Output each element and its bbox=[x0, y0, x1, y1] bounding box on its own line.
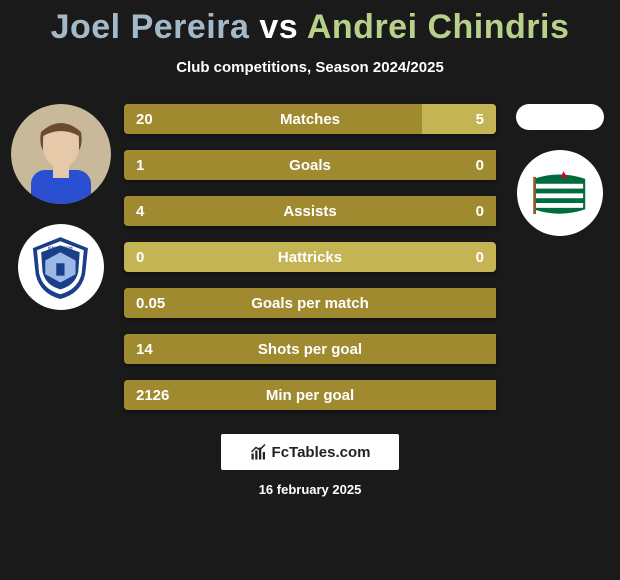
stat-row: 4 Assists 0 bbox=[124, 196, 496, 226]
svg-text:KKS LECH: KKS LECH bbox=[48, 245, 73, 251]
stat-label: Goals bbox=[289, 157, 331, 174]
lech-poznan-crest-icon: KKS LECH bbox=[26, 233, 95, 302]
stat-row: 20 Matches 5 bbox=[124, 104, 496, 134]
brand-badge: FcTables.com bbox=[221, 434, 399, 470]
player1-name: Joel Pereira bbox=[51, 8, 250, 46]
stat-value-left: 0 bbox=[124, 249, 144, 266]
vs-label: vs bbox=[259, 8, 298, 46]
stat-value-right: 0 bbox=[476, 157, 496, 174]
player1-photo bbox=[11, 104, 111, 204]
player2-photo-placeholder bbox=[516, 104, 604, 130]
stat-value-left: 0.05 bbox=[124, 295, 165, 312]
subtitle: Club competitions, Season 2024/2025 bbox=[0, 59, 620, 76]
bar-left bbox=[124, 104, 422, 134]
stat-value-right: 5 bbox=[476, 111, 496, 128]
stat-value-left: 14 bbox=[124, 341, 153, 358]
stat-label: Assists bbox=[283, 203, 336, 220]
comparison-title: Joel Pereira vs Andrei Chindris bbox=[0, 0, 620, 47]
lechia-crest-icon bbox=[525, 159, 594, 228]
stat-label: Shots per goal bbox=[258, 341, 362, 358]
stat-row: 1 Goals 0 bbox=[124, 150, 496, 180]
stat-value-left: 4 bbox=[124, 203, 144, 220]
stat-label: Min per goal bbox=[266, 387, 354, 404]
player1-club-logo: KKS LECH bbox=[18, 224, 104, 310]
stat-row: 0.05 Goals per match bbox=[124, 288, 496, 318]
stat-value-right: 0 bbox=[476, 203, 496, 220]
brand-text: FcTables.com bbox=[272, 444, 371, 461]
stat-value-left: 20 bbox=[124, 111, 153, 128]
stat-row: 14 Shots per goal bbox=[124, 334, 496, 364]
stat-value-left: 2126 bbox=[124, 387, 169, 404]
stat-label: Hattricks bbox=[278, 249, 342, 266]
chart-icon bbox=[250, 443, 268, 461]
stat-row: 2126 Min per goal bbox=[124, 380, 496, 410]
comparison-content: KKS LECH 20Matches51Goals04Ass bbox=[0, 104, 620, 410]
player2-club-logo bbox=[517, 150, 603, 236]
stat-label: Goals per match bbox=[251, 295, 369, 312]
stat-bars: 20 Matches 5 1 Goals 0 4 Assists 0 0 Hattricks 0 0.0… bbox=[124, 104, 496, 410]
stat-value-left: 1 bbox=[124, 157, 144, 174]
stat-label: Matches bbox=[280, 111, 340, 128]
player2-column bbox=[507, 104, 612, 236]
stat-row: 0 Hattricks 0 bbox=[124, 242, 496, 272]
player1-photo-svg bbox=[11, 104, 111, 204]
footer-date: 16 february 2025 bbox=[0, 482, 620, 497]
stat-value-right: 0 bbox=[476, 249, 496, 266]
player2-name: Andrei Chindris bbox=[307, 8, 570, 46]
player1-column: KKS LECH bbox=[8, 104, 113, 310]
